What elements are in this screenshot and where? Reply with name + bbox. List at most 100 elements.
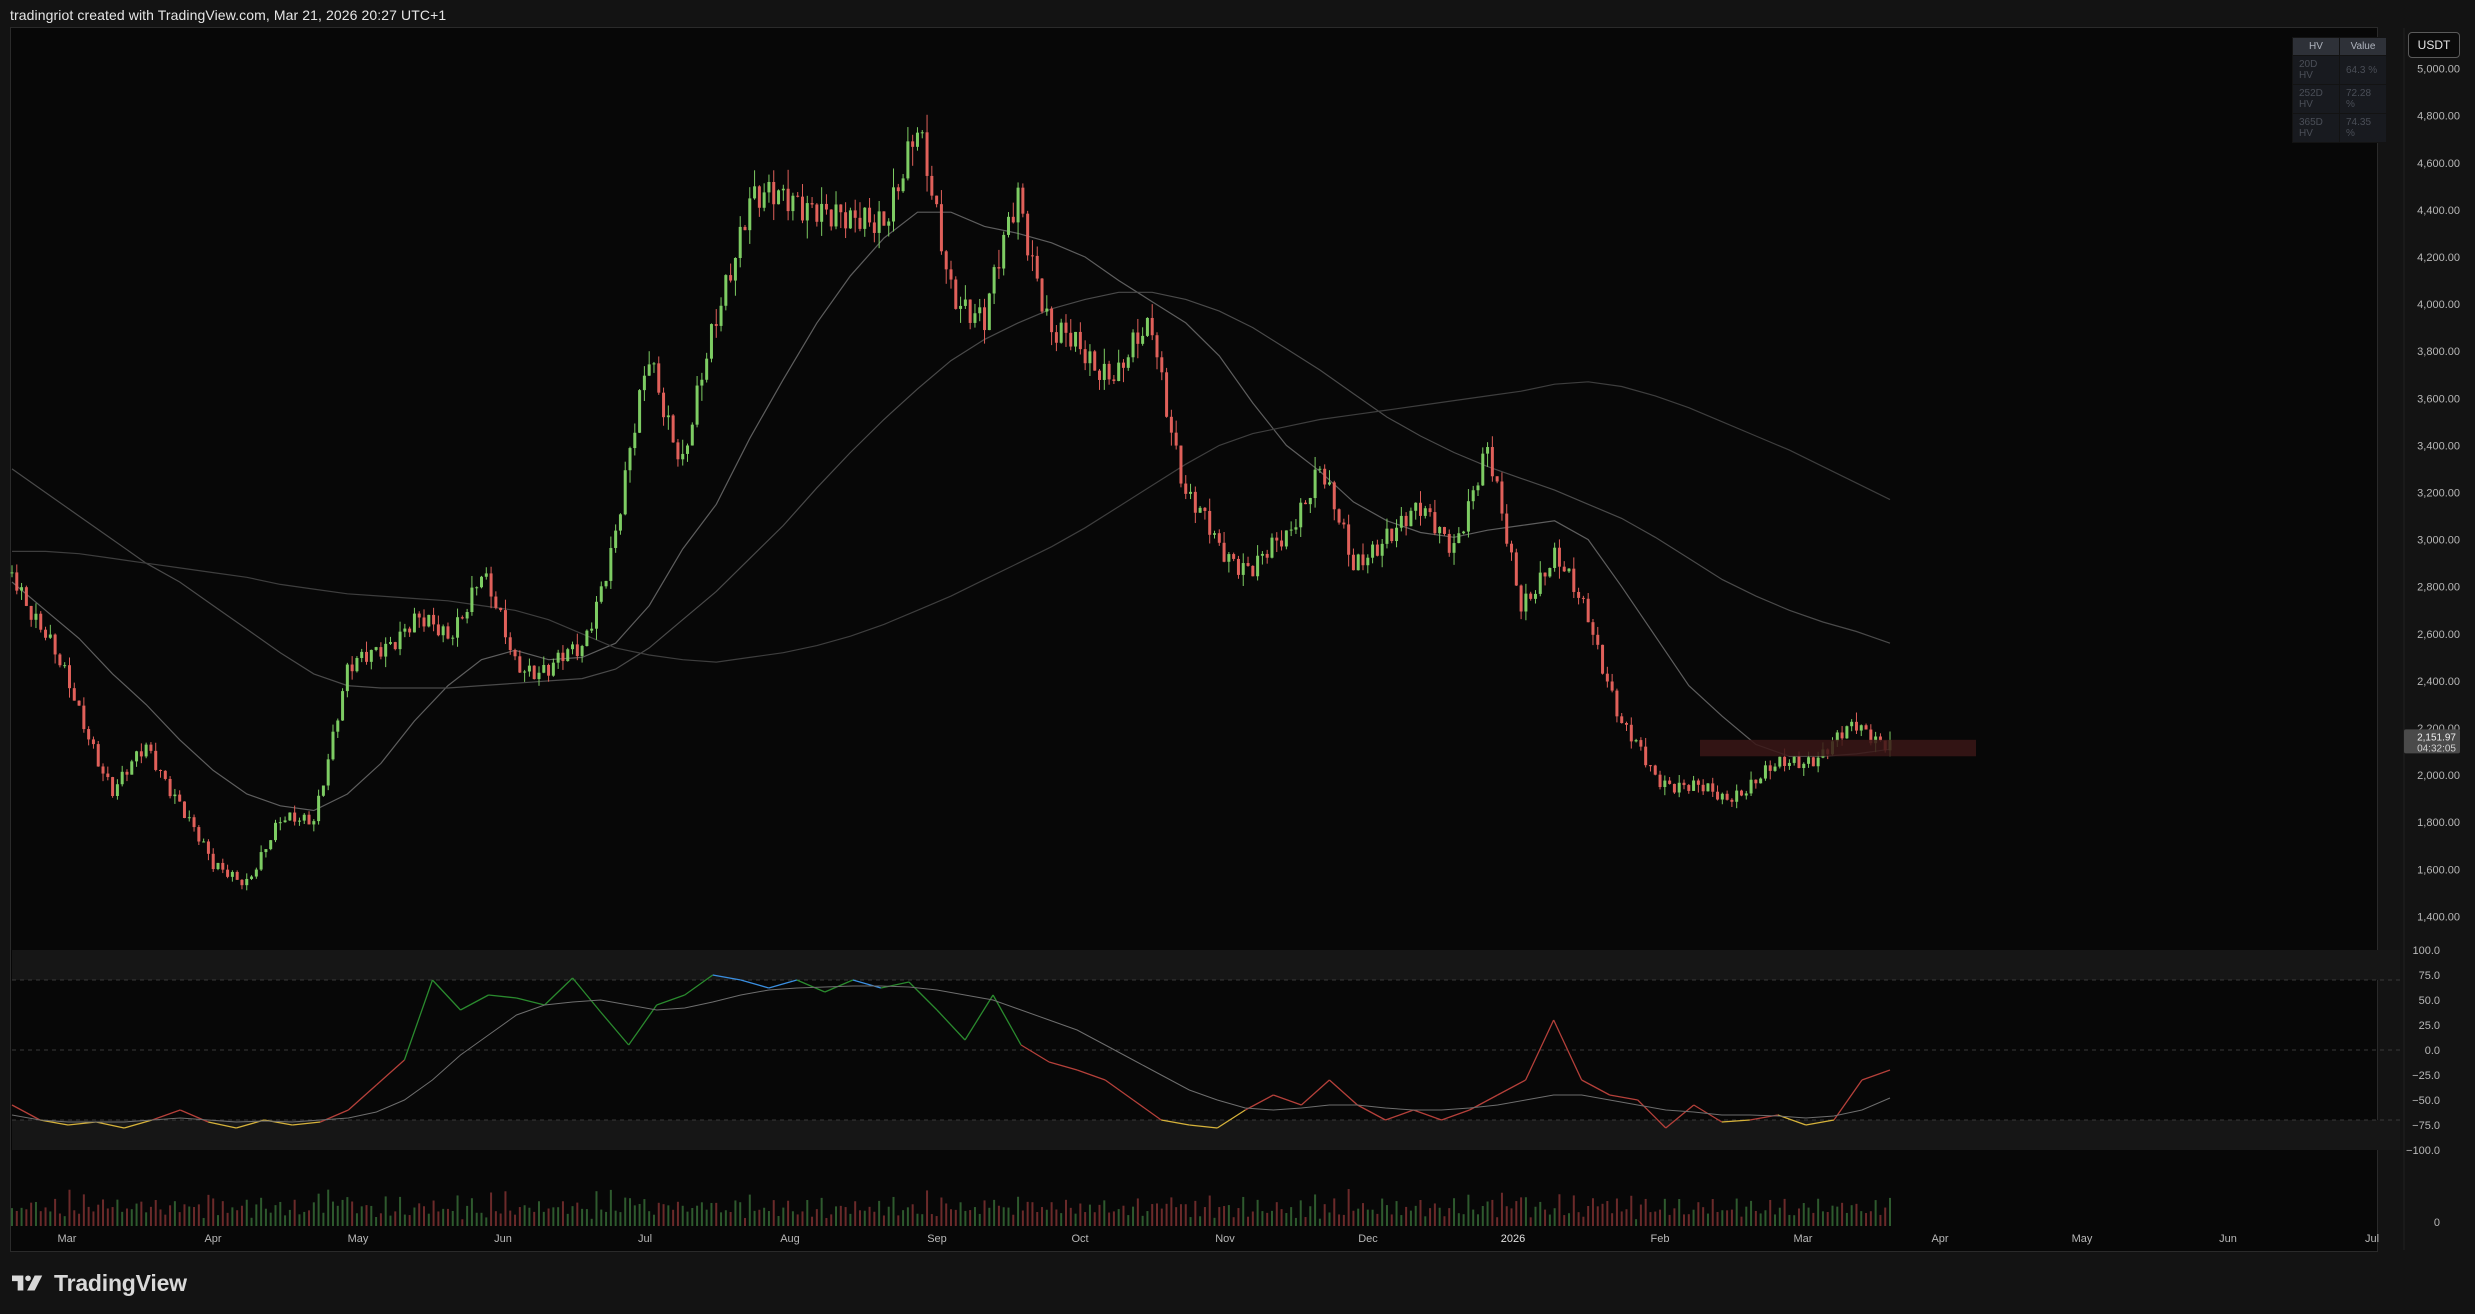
candle-body bbox=[1797, 756, 1801, 769]
candle-body bbox=[235, 871, 239, 880]
time-tick-label: Mar bbox=[58, 1233, 77, 1245]
candle-body bbox=[1011, 216, 1015, 223]
volume-bar bbox=[509, 1210, 512, 1226]
volume-bar bbox=[1433, 1203, 1436, 1226]
volume-bar bbox=[1841, 1202, 1844, 1226]
candle-body bbox=[154, 750, 158, 770]
candle-body bbox=[705, 358, 709, 380]
oscillator-segment bbox=[460, 994, 489, 1011]
volume-bar bbox=[1007, 1207, 1010, 1226]
oscillator-segment bbox=[151, 1109, 181, 1121]
candle-body bbox=[571, 644, 575, 650]
volume-bar bbox=[993, 1199, 996, 1226]
volume-bar bbox=[1874, 1200, 1877, 1226]
volume-bar bbox=[1122, 1205, 1125, 1226]
volume-bar bbox=[1017, 1196, 1020, 1226]
oscillator-segment bbox=[488, 994, 517, 999]
candle-body bbox=[1059, 322, 1063, 343]
volume-bar bbox=[1064, 1199, 1067, 1226]
volume-bar bbox=[791, 1211, 794, 1226]
candle-body bbox=[1596, 634, 1600, 645]
volume-bar bbox=[734, 1200, 737, 1226]
volume-bar bbox=[1424, 1216, 1427, 1226]
volume-bar bbox=[691, 1208, 694, 1226]
volume-bar bbox=[58, 1213, 61, 1226]
candle-body bbox=[460, 617, 464, 619]
candle-body bbox=[393, 642, 397, 650]
candle-body bbox=[853, 210, 857, 218]
candle-body bbox=[336, 720, 340, 732]
price-tick-label: 4,400.00 bbox=[2417, 205, 2460, 217]
volume-tick-label: 0 bbox=[2434, 1217, 2440, 1229]
candle-body bbox=[1744, 793, 1748, 796]
candle-body bbox=[10, 572, 14, 574]
volume-bar bbox=[921, 1214, 924, 1226]
volume-bar bbox=[1587, 1206, 1590, 1226]
volume-bar bbox=[1266, 1212, 1269, 1226]
osc-tick-label: 50.0 bbox=[2419, 995, 2440, 1007]
volume-bar bbox=[633, 1205, 636, 1226]
candle-body bbox=[944, 251, 948, 270]
volume-bar bbox=[413, 1207, 416, 1226]
volume-bar bbox=[370, 1205, 373, 1226]
tradingview-logo[interactable]: TradingView bbox=[12, 1268, 187, 1298]
volume-bar bbox=[753, 1210, 756, 1226]
candle-body bbox=[1265, 553, 1269, 558]
chart-pane[interactable] bbox=[10, 27, 2378, 1252]
volume-bar bbox=[1352, 1210, 1355, 1226]
candle-body bbox=[273, 822, 277, 841]
candle-body bbox=[1610, 681, 1614, 691]
hv-table: HV Value 20D HV 64.3 % 252D HV 72.28 % 3… bbox=[2292, 37, 2387, 143]
volume-bar bbox=[835, 1206, 838, 1226]
candle-body bbox=[1835, 732, 1839, 742]
volume-bar bbox=[825, 1217, 828, 1226]
volume-bar bbox=[1467, 1194, 1470, 1226]
candle-body bbox=[388, 642, 392, 644]
volume-bar bbox=[102, 1199, 105, 1226]
volume-bar bbox=[1774, 1214, 1777, 1226]
volume-bar bbox=[1429, 1208, 1432, 1226]
candle-body bbox=[432, 614, 436, 625]
candle-body bbox=[676, 442, 680, 460]
price-tick-label: 2,000.00 bbox=[2417, 770, 2460, 782]
osc-overbought-band bbox=[12, 950, 2400, 980]
volume-bar bbox=[274, 1205, 277, 1226]
oscillator-segment bbox=[1833, 1079, 1863, 1121]
volume-bar bbox=[1663, 1198, 1666, 1226]
volume-bar bbox=[1208, 1195, 1211, 1226]
candle-body bbox=[513, 650, 517, 657]
volume-bar bbox=[767, 1210, 770, 1226]
volume-bar bbox=[418, 1203, 421, 1226]
candle-body bbox=[1768, 765, 1772, 771]
candle-body bbox=[1538, 572, 1542, 594]
candle-body bbox=[106, 773, 110, 778]
volume-bar bbox=[1419, 1199, 1422, 1226]
candle-body bbox=[484, 573, 488, 577]
candle-body bbox=[1241, 563, 1245, 575]
volume-bar bbox=[427, 1213, 430, 1226]
oscillator-segment bbox=[1581, 1079, 1611, 1096]
candle-body bbox=[1490, 447, 1494, 477]
volume-bar bbox=[1797, 1208, 1800, 1226]
candle-body bbox=[1811, 757, 1815, 767]
candle-body bbox=[125, 771, 129, 775]
candle-body bbox=[1452, 543, 1456, 553]
volume-bar bbox=[1520, 1197, 1523, 1226]
time-tick-label: Aug bbox=[780, 1233, 800, 1245]
volume-bar bbox=[1189, 1217, 1192, 1226]
candle-body bbox=[1395, 527, 1399, 542]
candle-body bbox=[230, 871, 234, 877]
candle-body bbox=[1495, 476, 1499, 482]
currency-button[interactable]: USDT bbox=[2408, 32, 2460, 58]
volume-bar bbox=[54, 1198, 57, 1226]
oscillator-segment bbox=[1861, 1069, 1891, 1081]
candle-body bbox=[973, 313, 977, 323]
candle-body bbox=[34, 613, 38, 620]
oscillator-segment bbox=[1300, 1079, 1330, 1106]
volume-bar bbox=[111, 1207, 114, 1226]
volume-bar bbox=[777, 1216, 780, 1226]
volume-bar bbox=[25, 1209, 28, 1226]
candle-body bbox=[63, 665, 67, 667]
candle-body bbox=[1433, 512, 1437, 534]
